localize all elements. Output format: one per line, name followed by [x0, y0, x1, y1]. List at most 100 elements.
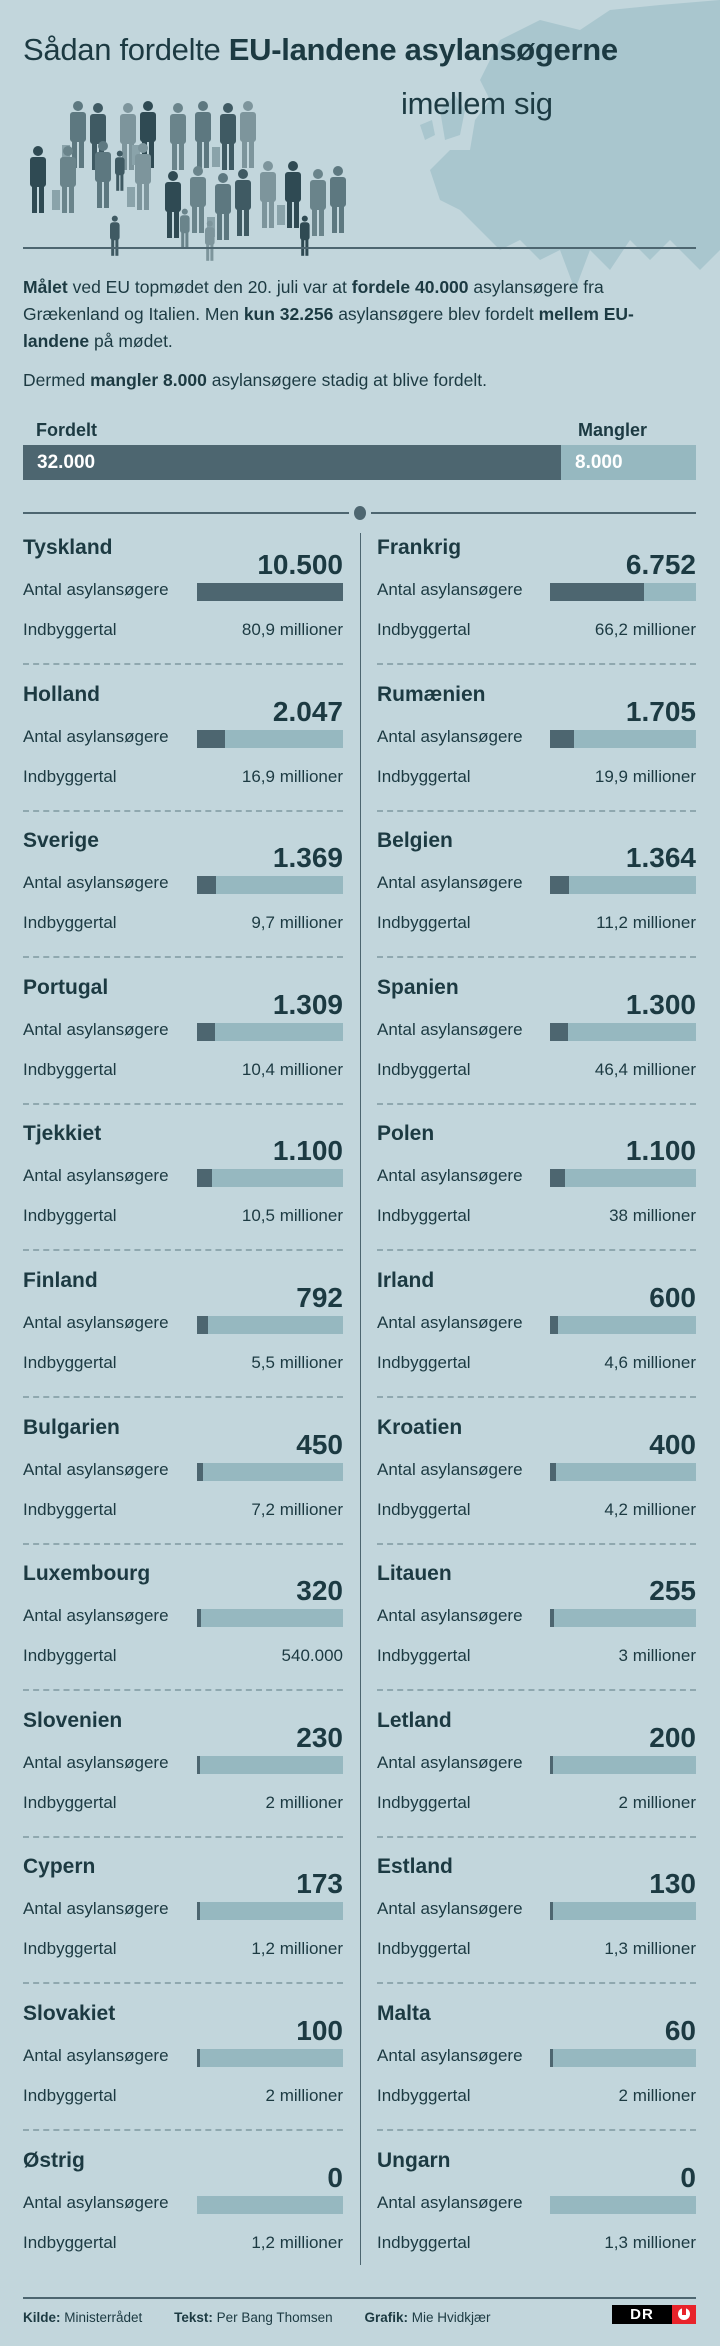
- applicants-bar: [550, 876, 569, 895]
- card-separator: [23, 663, 343, 665]
- applicants-bar-track: [197, 1609, 343, 1628]
- population-value: 5,5 millioner: [251, 1353, 343, 1372]
- person-icon: [95, 141, 111, 208]
- applicants-bar: [550, 1755, 554, 1774]
- applicants-bar-track: [197, 2195, 343, 2214]
- applicants-bar-track: [197, 1022, 343, 1041]
- card-separator: [377, 663, 696, 665]
- population-value: 2 millioner: [618, 2086, 696, 2105]
- person-icon: [110, 215, 120, 256]
- applicants-bar: [197, 583, 343, 601]
- applicants-value: 100: [296, 2015, 343, 2046]
- country-card: Tjekkiet 1.100 Antal asylansøgere Indbygger…: [23, 1121, 343, 1268]
- applicants-label: Antal asylansøgere: [23, 1752, 169, 1772]
- card-separator: [377, 1102, 696, 1105]
- distributed-label: Fordelt: [36, 420, 97, 440]
- applicants-value: 2.047: [272, 695, 343, 727]
- country-card: Frankrig 6.752 Antal asylansøgere Indbygger…: [377, 535, 696, 682]
- applicants-bar-track: [550, 1169, 696, 1188]
- country-name: Finland: [23, 1269, 98, 1292]
- country-card: Letland 200 Antal asylansøgere Indbyggertal…: [377, 1708, 696, 1855]
- applicants-value: 1.300: [625, 988, 696, 1020]
- applicants-label: Antal asylansøgere: [377, 726, 523, 746]
- person-icon: [120, 103, 136, 170]
- population-value: 1,3 millioner: [604, 1939, 696, 1959]
- country-card: Østrig 0 Antal asylansøgere Indbyggertal 1,2…: [23, 2148, 343, 2295]
- person-icon: [330, 166, 346, 233]
- card-separator: [377, 1835, 696, 1838]
- applicants-bar: [550, 1902, 554, 1921]
- applicants-value: 1.369: [272, 842, 343, 874]
- population-label: Indbyggertal: [377, 1499, 471, 1519]
- country-card: Holland 2.047 Antal asylansøgere Indbyggert…: [23, 682, 343, 829]
- country-card: Estland 130 Antal asylansøgere Indbyggertal…: [377, 1854, 696, 2001]
- country-name: Rumænien: [377, 682, 486, 706]
- applicants-bar: [197, 1902, 201, 1921]
- population-value: 3 millioner: [618, 1646, 696, 1666]
- person-icon: [260, 161, 276, 228]
- applicants-value: 1.364: [625, 842, 696, 874]
- applicants-bar-track: [197, 583, 343, 601]
- country-name: Ungarn: [377, 2148, 451, 2172]
- country-name: Polen: [377, 1122, 435, 1146]
- applicants-value: 320: [296, 1575, 343, 1607]
- person-icon: [127, 143, 151, 210]
- country-name: Belgien: [377, 829, 453, 853]
- applicants-bar-track: [197, 729, 343, 748]
- applicants-bar-track: [197, 1462, 343, 1481]
- population-label: Indbyggertal: [23, 1499, 117, 1519]
- card-separator: [377, 809, 696, 812]
- population-label: Indbyggertal: [377, 1059, 471, 1079]
- person-icon: [165, 171, 181, 238]
- distributed-value: 32.000: [37, 452, 96, 473]
- card-separator: [377, 1982, 696, 1985]
- applicants-value: 1.309: [272, 988, 343, 1020]
- applicants-label: Antal asylansøgere: [377, 2046, 523, 2065]
- applicants-bar-track: [197, 1755, 343, 1774]
- applicants-bar: [197, 729, 226, 748]
- missing-value: 8.000: [575, 452, 623, 473]
- population-value: 540.000: [281, 1646, 343, 1666]
- country-name: Kroatien: [377, 1415, 463, 1439]
- population-value: 9,7 millioner: [251, 913, 343, 933]
- country-name: Letland: [377, 1708, 452, 1732]
- applicants-bar-track: [550, 1609, 696, 1628]
- population-value: 4,2 millioner: [604, 1499, 696, 1519]
- population-value: 46,4 millioner: [594, 1059, 696, 1079]
- population-label: Indbyggertal: [377, 620, 471, 639]
- person-icon: [212, 103, 236, 170]
- population-value: 16,9 millioner: [241, 766, 343, 786]
- card-separator: [377, 1249, 696, 1252]
- applicants-bar: [550, 1316, 559, 1334]
- population-value: 66,2 millioner: [594, 620, 696, 639]
- country-name: Malta: [377, 2002, 431, 2025]
- person-icon: [115, 150, 125, 191]
- applicants-label: Antal asylansøgere: [23, 873, 169, 893]
- applicants-bar-track: [550, 1755, 696, 1774]
- person-icon: [52, 146, 76, 213]
- applicants-label: Antal asylansøgere: [23, 1166, 169, 1186]
- dr-logo: DR: [612, 2305, 696, 2324]
- country-card: Kroatien 400 Antal asylansøgere Indbyggerta…: [377, 1415, 696, 1562]
- applicants-value: 400: [649, 1428, 696, 1460]
- country-name: Litauen: [377, 1562, 452, 1586]
- population-label: Indbyggertal: [23, 913, 117, 933]
- intro-segment: mangler 8.000: [90, 370, 207, 390]
- applicants-bar: [550, 729, 574, 748]
- applicants-label: Antal asylansøgere: [377, 1313, 523, 1332]
- country-card: Belgien 1.364 Antal asylansøgere Indbyggert…: [377, 828, 696, 975]
- intro-segment: Dermed: [23, 370, 91, 390]
- country-name: Tjekkiet: [23, 1122, 102, 1146]
- applicants-label: Antal asylansøgere: [377, 1752, 523, 1772]
- population-value: 2 millioner: [265, 1792, 343, 1812]
- applicants-label: Antal asylansøgere: [377, 1459, 523, 1479]
- population-value: 1,2 millioner: [251, 2232, 343, 2252]
- card-separator: [23, 1982, 343, 1985]
- country-name: Slovakiet: [23, 2002, 116, 2025]
- applicants-bar-track: [197, 2049, 343, 2067]
- applicants-label: Antal asylansøgere: [377, 1899, 523, 1919]
- country-name: Østrig: [23, 2148, 85, 2172]
- person-icon: [195, 101, 211, 168]
- applicants-label: Antal asylansøgere: [23, 1606, 169, 1626]
- applicants-bar: [197, 1755, 201, 1774]
